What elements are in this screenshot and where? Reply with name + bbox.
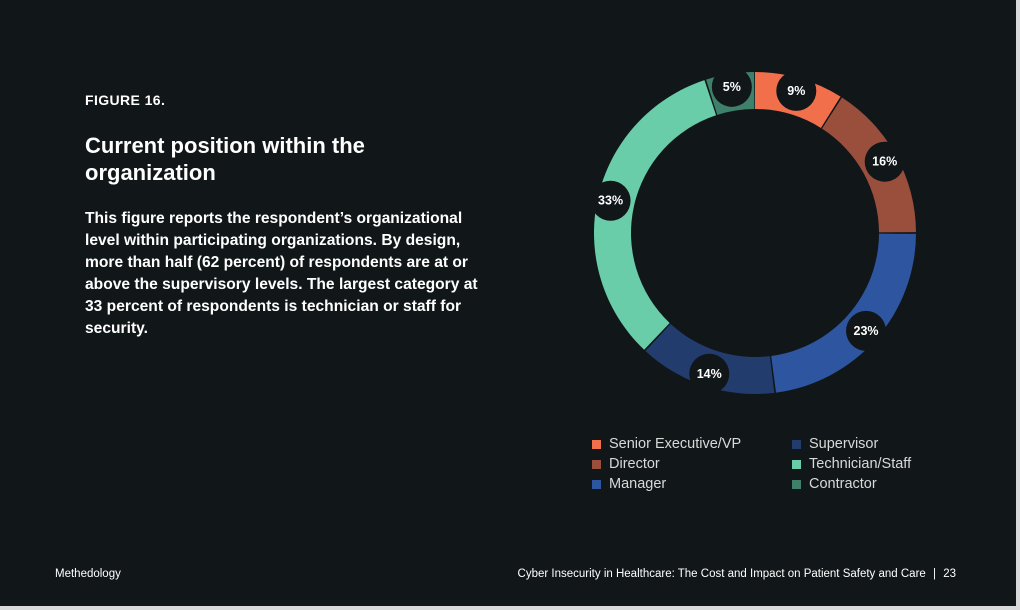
legend-label-senior-executive-vp: Senior Executive/VP: [609, 436, 742, 452]
data-label-badge-contractor: [711, 66, 752, 107]
legend-label-manager: Manager: [609, 476, 667, 492]
legend-item-director: Director: [592, 456, 792, 472]
legend-label-supervisor: Supervisor: [809, 436, 879, 452]
legend-label-director: Director: [609, 456, 660, 472]
data-label-contractor: 5%: [723, 80, 741, 94]
data-label-badge-supervisor: [689, 353, 730, 394]
legend-swatch-director: [592, 459, 601, 469]
data-label-badge-technician-staff: [590, 180, 631, 221]
legend-item-technician-staff: Technician/Staff: [792, 456, 972, 472]
data-label-supervisor: 14%: [697, 367, 722, 381]
footer-document-info: Cyber Insecurity in Healthcare: The Cost…: [518, 568, 956, 580]
legend-swatch-supervisor: [792, 439, 801, 449]
legend-swatch-technician-staff: [792, 459, 801, 469]
donut-segment-manager: [771, 233, 916, 393]
right-page-edge: [1016, 0, 1020, 610]
legend-item-contractor: Contractor: [792, 476, 972, 492]
footer-document-title: Cyber Insecurity in Healthcare: The Cost…: [517, 568, 926, 580]
data-label-director: 16%: [872, 155, 897, 169]
legend-label-contractor: Contractor: [809, 476, 877, 492]
data-label-technician-staff: 33%: [598, 194, 623, 208]
figure-title: Current position within the organization: [85, 133, 365, 185]
legend-swatch-contractor: [792, 479, 801, 489]
data-label-manager: 23%: [854, 324, 879, 338]
donut-chart: 9% 16% 23% 14% 33% 5%: [590, 66, 916, 394]
page-number: 23: [943, 568, 956, 580]
legend-item-manager: Manager: [592, 476, 792, 492]
figure-description: This figure reports the respondent’s org…: [85, 210, 478, 337]
data-label-badge-senior-executive-vp: [776, 70, 817, 111]
legend-swatch-senior-executive-vp: [592, 439, 601, 449]
footer-section-label: Methedology: [55, 568, 121, 580]
legend-swatch-manager: [592, 479, 601, 489]
chart-legend: Senior Executive/VP Supervisor Director …: [592, 436, 972, 492]
figure-label: FIGURE 16.: [85, 92, 166, 108]
donut-segment-technician-staff: [594, 80, 717, 350]
bottom-page-edge: [0, 606, 1020, 610]
legend-item-supervisor: Supervisor: [792, 436, 972, 452]
footer-separator: |: [933, 568, 936, 580]
data-label-badge-director: [864, 141, 905, 182]
data-label-badge-manager: [846, 310, 887, 351]
data-label-senior-executive-vp: 9%: [787, 84, 805, 98]
legend-label-technician-staff: Technician/Staff: [809, 456, 912, 472]
legend-item-senior-executive-vp: Senior Executive/VP: [592, 436, 792, 452]
